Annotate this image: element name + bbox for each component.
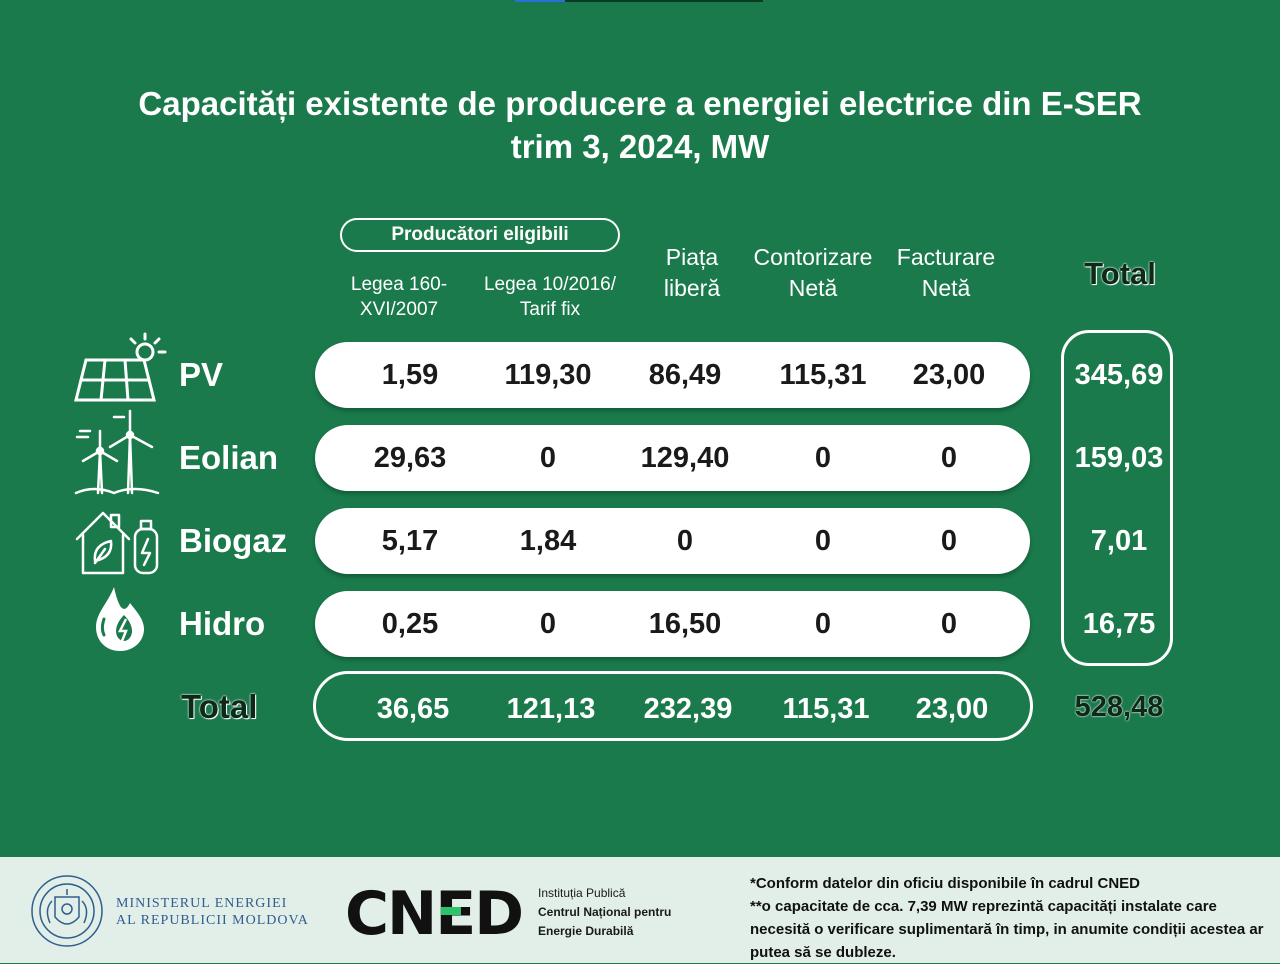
footnotes: *Conform datelor din oficiu disponibile … (750, 872, 1275, 964)
cell-value: 0,25 (381, 608, 439, 640)
total-value: 36,65 (376, 693, 450, 725)
cell-value: 16,50 (648, 608, 722, 640)
wind-turbine-icon (74, 409, 160, 495)
total-value: 115,31 (782, 693, 870, 725)
data-row-hidro: 0,25 0 16,50 0 0 (315, 591, 1030, 657)
cell-value: 29,63 (373, 442, 447, 474)
cell-value: 119,30 (504, 359, 592, 391)
title-line-2: trim 3, 2024, MW (510, 128, 770, 165)
row-total-biogaz: 7,01 (1090, 525, 1148, 557)
biogas-icon (75, 511, 159, 575)
ministry-name: MINISTERUL ENERGIEI AL REPUBLICII MOLDOV… (116, 896, 309, 928)
column-header-legea-10: Legea 10/2016/ Tarif fix (483, 274, 617, 320)
moldova-coat-of-arms-seal-icon (31, 875, 103, 947)
cell-value: 86,49 (648, 359, 722, 391)
cned-logo-text: CNED (345, 885, 522, 939)
data-row-biogaz: 5,17 1,84 0 0 0 (315, 508, 1030, 574)
cell-value: 0 (940, 442, 958, 474)
row-total-eolian: 159,03 (1074, 442, 1164, 474)
cell-value: 23,00 (912, 359, 986, 391)
totals-row-label: Total (181, 688, 258, 725)
footnote-2: **o capacitate de cca. 7,39 MW reprezint… (750, 898, 1264, 961)
row-label-hidro: Hidro (179, 605, 266, 642)
totals-row: 36,65 121,13 232,39 115,31 23,00 (313, 671, 1033, 741)
footnote-1: *Conform datelor din oficiu disponibile … (750, 875, 1141, 892)
water-drop-icon (96, 587, 144, 651)
column-header-contorizare-neta: Contorizare Netă (753, 244, 873, 301)
group-header-eligible-producers: Producători eligibili (340, 218, 620, 252)
data-row-eolian: 29,63 0 129,40 0 0 (315, 425, 1030, 491)
institution-name: Instituția Publică Centrul Național pent… (538, 886, 672, 938)
column-header-facturare-neta: Facturare Netă (896, 244, 996, 301)
row-total-pv: 345,69 (1074, 359, 1164, 391)
cell-value: 1,59 (381, 359, 439, 391)
cell-value: 0 (940, 608, 958, 640)
column-header-legea-160: Legea 160- XVI/2007 (350, 274, 448, 320)
total-value: 232,39 (643, 693, 733, 725)
cell-value: 0 (539, 608, 557, 640)
cell-value: 0 (676, 525, 694, 557)
cell-value: 1,84 (519, 525, 577, 557)
row-total-hidro: 16,75 (1082, 608, 1156, 640)
cell-value: 5,17 (381, 525, 439, 557)
cell-value: 0 (814, 525, 832, 557)
cell-value: 0 (940, 525, 958, 557)
grand-total: 528,48 (1074, 691, 1164, 723)
row-totals-box (1061, 330, 1173, 666)
cell-value: 129,40 (640, 442, 730, 474)
cned-logo: CNED (345, 885, 524, 939)
total-value: 23,00 (915, 693, 989, 725)
page-title: Capacități existente de producere a ener… (0, 82, 1280, 168)
row-label-biogaz: Biogaz (179, 522, 288, 559)
column-header-piata-libera: Piața liberă (663, 244, 721, 301)
data-row-pv: 1,59 119,30 86,49 115,31 23,00 (315, 342, 1030, 408)
top-progress-bar (515, 0, 763, 2)
footer: MINISTERUL ENERGIEI AL REPUBLICII MOLDOV… (0, 857, 1280, 963)
total-value: 121,13 (506, 693, 596, 725)
title-line-1: Capacități existente de producere a ener… (138, 85, 1142, 122)
cell-value: 0 (814, 608, 832, 640)
row-label-eolian: Eolian (179, 439, 279, 476)
cell-value: 0 (814, 442, 832, 474)
cell-value: 115,31 (779, 359, 867, 391)
solar-panel-icon (74, 332, 167, 402)
column-header-total: Total (1084, 256, 1156, 291)
row-label-pv: PV (179, 356, 224, 393)
cell-value: 0 (539, 442, 557, 474)
